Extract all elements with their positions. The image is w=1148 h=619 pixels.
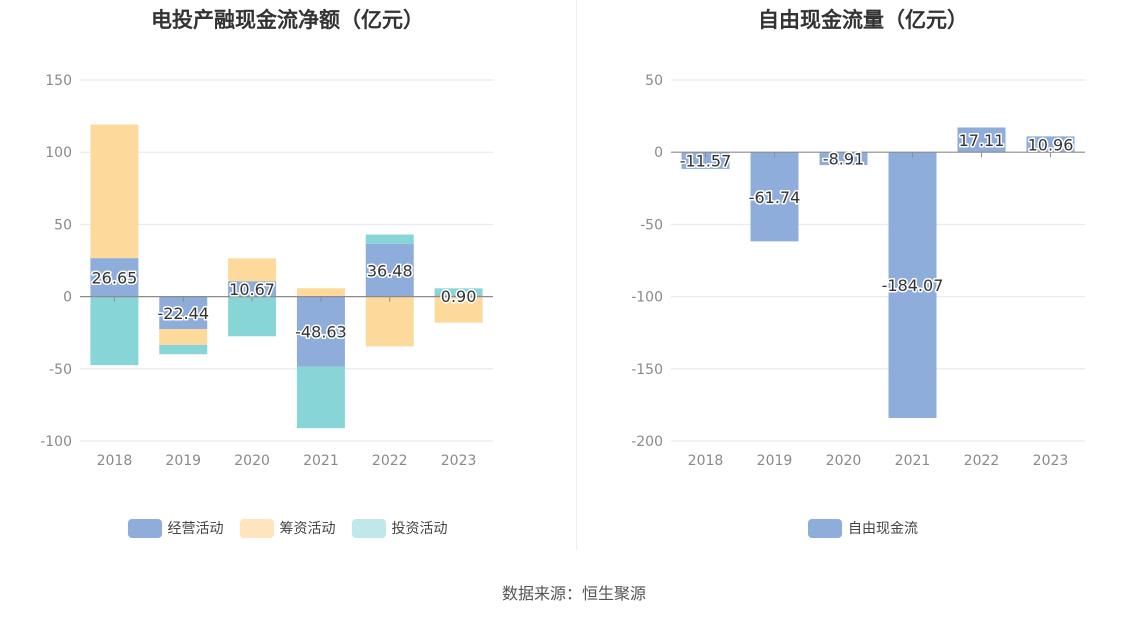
cash-flow-chart-title: 电投产融现金流净额（亿元）: [151, 8, 424, 32]
x-tick-label: 2019: [757, 453, 793, 469]
bar: [365, 234, 414, 244]
bar: [819, 152, 868, 166]
x-tick-label: 2023: [441, 453, 477, 469]
bar: [228, 296, 277, 337]
bar: [90, 296, 139, 366]
legend-swatch-free-cash-flow: [808, 518, 842, 538]
cash-flow-chart: 150 100 50 0 -50 -100 2018 2019 2020 2021 2022 2023…: [40, 73, 493, 469]
y-tick-label: -200: [631, 434, 663, 450]
y-tick-label: -50: [640, 217, 663, 233]
x-tick-label: 2022: [372, 453, 408, 469]
panel-divider: [576, 0, 577, 550]
legend-swatch-investing: [351, 518, 386, 538]
y-tick-label: 150: [45, 73, 72, 89]
x-tick-label: 2021: [895, 453, 931, 469]
free-cash-flow-chart-panel: 50 0 -50 -100 -150 -200 2018 2019 2020 2021 2022 20…: [578, 0, 1148, 550]
legend-label-investing: 投资活动: [391, 521, 448, 537]
legend-item-operating[interactable]: 经营活动: [127, 518, 224, 538]
data-label: -8.91: [823, 150, 864, 169]
legend-swatch-financing: [239, 518, 274, 538]
data-label: -184.07: [882, 276, 944, 295]
cash-flow-chart-panel: 150 100 50 0 -50 -100 2018 2019 2020 2021 2022 2023…: [0, 0, 575, 550]
data-label: -22.44: [157, 304, 209, 323]
y-tick-label: -100: [631, 290, 663, 306]
bar: [90, 258, 139, 297]
legend-label-free-cash-flow: 自由现金流: [848, 521, 918, 537]
data-label: 10.96: [1028, 135, 1074, 154]
y-tick-label: -150: [631, 362, 663, 378]
data-source-note: 数据来源：恒生聚源: [501, 584, 646, 603]
legend-label-operating: 经营活动: [167, 521, 224, 537]
y-tick-label: 0: [654, 145, 663, 161]
x-tick-label: 2022: [964, 453, 1000, 469]
bar: [296, 288, 345, 297]
data-label: -48.63: [295, 323, 347, 342]
bar: [296, 366, 345, 429]
y-tick-label: -50: [49, 362, 72, 378]
bar: [434, 288, 483, 296]
y-tick-label: 0: [63, 290, 72, 306]
x-tick-label: 2019: [165, 453, 201, 469]
bar: [434, 295, 483, 297]
bar: [365, 296, 414, 347]
cash-flow-legend: 经营活动 筹资活动 投资活动: [0, 518, 575, 538]
bar: [228, 281, 277, 297]
x-tick-label: 2018: [97, 453, 133, 469]
y-tick-label: 50: [645, 73, 663, 89]
x-tick-label: 2020: [826, 453, 862, 469]
bar: [90, 124, 139, 259]
bar: [888, 152, 937, 418]
free-cash-flow-legend: 自由现金流: [578, 518, 1148, 538]
free-cash-flow-chart-title: 自由现金流量（亿元）: [758, 8, 968, 32]
bar: [365, 243, 414, 297]
bar: [296, 296, 345, 367]
data-label: 36.48: [367, 261, 413, 280]
bar: [750, 152, 799, 242]
data-label: 10.67: [229, 280, 275, 299]
data-label: 17.11: [959, 131, 1005, 150]
y-tick-label: 50: [54, 217, 72, 233]
bar: [159, 344, 208, 355]
bar: [681, 152, 730, 169]
y-tick-label: 100: [45, 145, 72, 161]
bar: [228, 258, 277, 282]
data-label: -11.57: [680, 152, 732, 171]
x-tick-label: 2021: [303, 453, 339, 469]
bar: [159, 329, 208, 345]
y-tick-label: -100: [40, 434, 72, 450]
x-tick-label: 2018: [688, 453, 724, 469]
legend-item-investing[interactable]: 投资活动: [351, 518, 448, 538]
legend-item-free-cash-flow[interactable]: 自由现金流: [808, 518, 918, 538]
legend-item-financing[interactable]: 筹资活动: [239, 518, 336, 538]
data-label: -61.74: [749, 188, 801, 207]
data-label: 0.90: [441, 287, 477, 306]
legend-label-financing: 筹资活动: [279, 521, 336, 537]
x-tick-label: 2023: [1033, 453, 1069, 469]
x-tick-label: 2020: [234, 453, 270, 469]
bar: [159, 296, 208, 330]
free-cash-flow-chart: 50 0 -50 -100 -150 -200 2018 2019 2020 2021 2022 20…: [631, 73, 1085, 469]
legend-swatch-operating: [127, 518, 162, 538]
bar: [1026, 136, 1075, 153]
bar: [957, 127, 1006, 153]
data-label: 26.65: [92, 268, 138, 287]
